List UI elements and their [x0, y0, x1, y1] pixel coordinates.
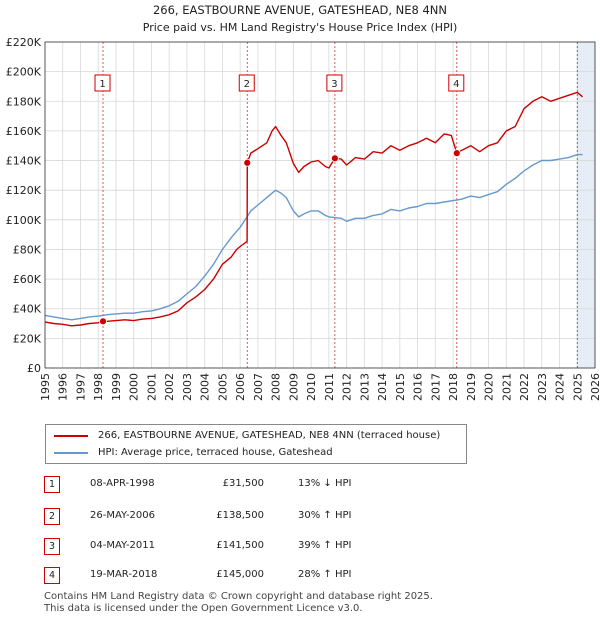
sale-number-label: 3	[331, 79, 337, 90]
y-tick-label: £80K	[13, 243, 42, 256]
forecast-shade	[577, 42, 595, 368]
sale-price: £141,500	[216, 540, 264, 551]
sale-number-label: 4	[453, 79, 459, 90]
x-tick-label: 2025	[571, 373, 584, 401]
sale-row: 2 26-MAY-2006 £138,500 30% ↑ HPI	[44, 508, 464, 525]
x-tick-label: 2012	[341, 373, 354, 401]
sale-number-label: 1	[99, 79, 105, 90]
sale-date: 26-MAY-2006	[90, 510, 156, 521]
sale-hpi-change: 13% ↓ HPI	[298, 478, 352, 489]
x-tick-label: 1999	[110, 373, 123, 401]
sale-price: £138,500	[216, 510, 264, 521]
legend: 266, EASTBOURNE AVENUE, GATESHEAD, NE8 4…	[45, 424, 467, 464]
attribution-footer: Contains HM Land Registry data © Crown c…	[44, 591, 433, 615]
y-tick-label: £120K	[6, 184, 42, 197]
x-tick-label: 2026	[589, 373, 600, 401]
x-tick-label: 2005	[216, 373, 229, 401]
chart-subtitle: Price paid vs. HM Land Registry's House …	[143, 21, 458, 34]
legend-label-hpi: HPI: Average price, terraced house, Gate…	[98, 447, 333, 458]
sale-number-box	[326, 74, 343, 92]
x-tick-label: 2017	[429, 373, 442, 401]
x-tick-label: 2000	[128, 373, 141, 401]
x-tick-label: 2018	[447, 373, 460, 401]
x-tick-label: 2003	[181, 373, 194, 401]
sale-row: 4 19-MAR-2018 £145,000 28% ↑ HPI	[44, 567, 464, 584]
x-tick-label: 2015	[394, 373, 407, 401]
y-tick-label: £160K	[6, 125, 42, 138]
x-tick-label: 2013	[358, 373, 371, 401]
sale-price: £31,500	[222, 478, 264, 489]
price-chart: 266, EASTBOURNE AVENUE, GATESHEAD, NE8 4…	[6, 3, 600, 401]
y-tick-label: £100K	[6, 214, 42, 227]
x-tick-label: 2016	[412, 373, 425, 401]
sale-number-box	[238, 74, 255, 92]
sale-number-badge: 4	[44, 567, 60, 584]
x-tick-label: 1996	[57, 373, 70, 401]
plot-frame	[44, 41, 596, 369]
x-tick-label: 2023	[536, 373, 549, 401]
price-series-line	[44, 91, 584, 327]
x-tick-label: 2007	[252, 373, 265, 401]
y-tick-label: £140K	[6, 155, 42, 168]
x-tick-label: 1997	[74, 373, 87, 401]
y-tick-label: £220K	[6, 36, 42, 49]
x-tick-label: 2022	[518, 373, 531, 401]
x-tick-label: 2004	[199, 373, 212, 401]
x-tick-label: 2021	[500, 373, 513, 401]
y-tick-label: £180K	[6, 95, 42, 108]
x-tick-label: 2002	[163, 373, 176, 401]
attribution-line-1: Contains HM Land Registry data © Crown c…	[44, 591, 433, 602]
x-tick-label: 2006	[234, 373, 247, 401]
sale-price: £145,000	[216, 569, 264, 580]
sale-number-badge: 1	[44, 476, 60, 493]
sale-date: 04-MAY-2011	[90, 540, 156, 551]
legend-label-price: 266, EASTBOURNE AVENUE, GATESHEAD, NE8 4…	[98, 430, 441, 441]
sale-number-box	[94, 74, 111, 92]
sale-hpi-change: 39% ↑ HPI	[298, 540, 352, 551]
sale-date: 08-APR-1998	[90, 478, 155, 489]
attribution-line-2: This data is licensed under the Open Gov…	[44, 603, 363, 614]
sale-point	[452, 149, 461, 158]
y-tick-label: £20K	[13, 332, 42, 345]
y-tick-label: £40K	[13, 303, 42, 316]
x-tick-label: 2009	[287, 373, 300, 401]
x-tick-label: 2001	[145, 373, 158, 401]
sale-row: 1 08-APR-1998 £31,500 13% ↓ HPI	[44, 476, 464, 493]
sale-point	[99, 317, 107, 326]
legend-swatch-price	[54, 435, 88, 437]
chart-title: 266, EASTBOURNE AVENUE, GATESHEAD, NE8 4…	[153, 3, 447, 17]
sale-date: 19-MAR-2018	[90, 569, 158, 580]
x-tick-label: 1995	[39, 373, 52, 401]
x-tick-label: 2010	[305, 373, 318, 401]
sale-number-box	[448, 74, 465, 92]
y-tick-label: £200K	[6, 66, 42, 79]
x-tick-label: 2024	[554, 373, 567, 401]
sale-point	[243, 158, 252, 167]
sale-hpi-change: 30% ↑ HPI	[298, 510, 352, 521]
x-tick-label: 1998	[92, 373, 105, 401]
y-tick-label: £0	[27, 362, 41, 375]
x-tick-label: 2008	[270, 373, 283, 401]
x-tick-label: 2014	[376, 373, 389, 401]
sale-hpi-change: 28% ↑ HPI	[298, 569, 352, 580]
x-tick-label: 2020	[483, 373, 496, 401]
x-tick-label: 2011	[323, 373, 336, 401]
sale-number-label: 2	[244, 79, 250, 90]
sale-point	[331, 154, 339, 163]
legend-swatch-hpi	[54, 452, 88, 454]
x-tick-label: 2019	[465, 373, 478, 401]
sale-number-badge: 3	[44, 538, 60, 555]
sale-number-badge: 2	[44, 508, 60, 525]
y-tick-label: £60K	[13, 273, 42, 286]
hpi-series-line	[44, 153, 583, 321]
sale-row: 3 04-MAY-2011 £141,500 39% ↑ HPI	[44, 538, 464, 555]
